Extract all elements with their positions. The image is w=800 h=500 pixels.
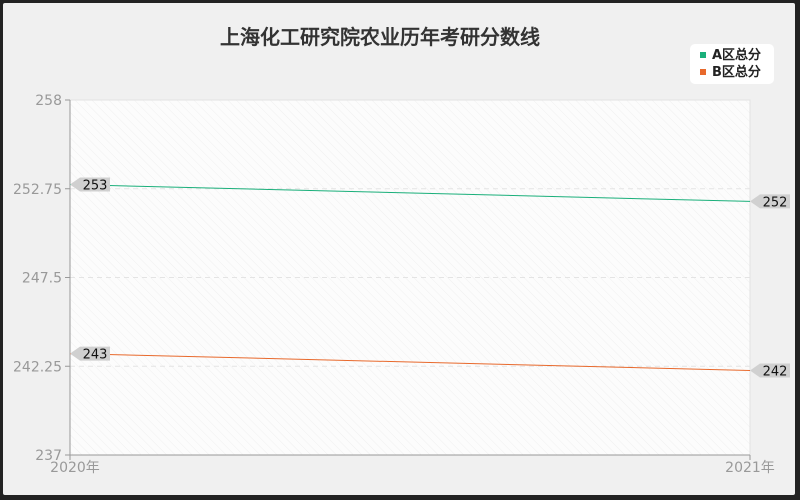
x-tick-label: 2020年 — [50, 460, 100, 476]
data-label: 243 — [70, 346, 110, 363]
data-label: 252 — [750, 194, 790, 210]
series-line-1 — [69, 353, 751, 371]
legend-label[interactable]: B区总分 — [712, 64, 761, 80]
data-label-text: 253 — [83, 179, 108, 194]
y-tick-label: 258 — [35, 93, 62, 109]
data-label: 253 — [70, 177, 110, 194]
y-tick-label: 242.25 — [13, 359, 62, 375]
data-label-text: 252 — [763, 195, 788, 210]
data-label-text: 242 — [763, 364, 788, 379]
y-tick-label: 247.5 — [22, 271, 62, 287]
data-label: 242 — [750, 363, 790, 379]
y-tick-label: 237 — [35, 448, 62, 464]
legend-label[interactable]: A区总分 — [712, 47, 761, 63]
x-tick-label: 2021年 — [725, 460, 775, 476]
legend-marker — [700, 52, 706, 58]
plot-area — [69, 99, 751, 456]
legend-marker — [700, 69, 706, 75]
series-line-0 — [69, 184, 751, 202]
data-label-text: 243 — [83, 348, 108, 363]
y-tick-label: 252.75 — [13, 182, 62, 198]
chart-title: 上海化工研究院农业历年考研分数线 — [220, 25, 540, 49]
